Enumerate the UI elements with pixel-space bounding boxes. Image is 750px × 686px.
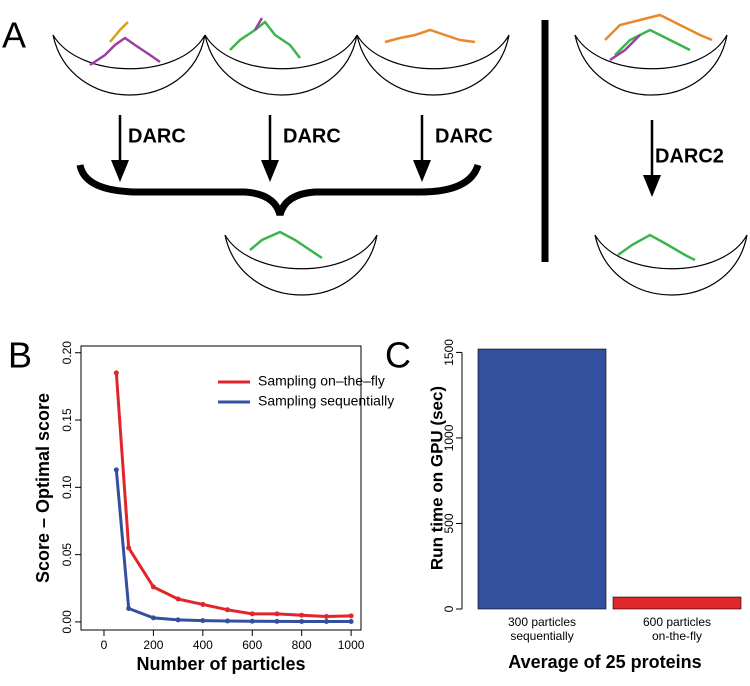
y-tick-label: 1500 xyxy=(442,339,456,366)
y-tick-label: 0.10 xyxy=(60,475,74,499)
plot-frame xyxy=(80,345,362,631)
point xyxy=(225,607,231,613)
panel-label: C xyxy=(385,335,411,376)
x-tick-label: 200 xyxy=(143,638,163,652)
point xyxy=(175,617,181,623)
arrow-label: DARC2 xyxy=(655,145,724,167)
line xyxy=(114,469,352,624)
point xyxy=(126,605,132,611)
panel-a xyxy=(52,13,748,296)
arrow xyxy=(118,115,654,185)
point xyxy=(299,619,305,625)
pocket xyxy=(52,34,206,96)
point xyxy=(274,618,280,624)
point xyxy=(175,596,181,602)
point xyxy=(150,615,156,621)
y-axis-label: Score – Optimal score xyxy=(33,393,53,583)
x-tick-label: 1000 xyxy=(338,638,365,652)
x-axis-label: Average of 25 proteins xyxy=(508,652,701,672)
pocket xyxy=(574,34,728,96)
panel-label: A xyxy=(2,15,26,56)
y-tick-label: 0.00 xyxy=(60,610,74,634)
y-tick-label: 500 xyxy=(442,513,456,533)
legend-label: Sampling sequentially xyxy=(258,393,394,409)
x-tick-label: 800 xyxy=(292,638,312,652)
point xyxy=(348,613,354,619)
point xyxy=(323,619,329,625)
x-tick-label: 0 xyxy=(101,638,108,652)
arrow-label: DARC xyxy=(283,125,341,147)
point xyxy=(113,370,119,376)
point xyxy=(200,618,206,624)
arrow-label: DARC xyxy=(435,125,493,147)
point xyxy=(323,614,329,620)
point xyxy=(200,601,206,607)
ligand xyxy=(89,13,713,262)
y-tick-label: 0.20 xyxy=(60,341,74,365)
point xyxy=(113,467,119,473)
line xyxy=(114,372,352,619)
pocket xyxy=(594,234,748,296)
y-tick-label: 0 xyxy=(442,605,456,612)
y-tick-label: 0.05 xyxy=(60,543,74,567)
y-axis-label: Run time on GPU (sec) xyxy=(427,386,446,570)
point xyxy=(274,611,280,617)
x-tick-label: 600 xyxy=(242,638,262,652)
y-tick-label: 0.15 xyxy=(60,408,74,432)
pocket xyxy=(356,34,510,96)
point xyxy=(126,545,132,551)
x-axis-label: Number of particles xyxy=(136,654,305,674)
bar xyxy=(612,596,742,610)
arrow-head xyxy=(111,160,661,197)
pocket xyxy=(224,234,378,296)
brace xyxy=(76,163,482,217)
bar xyxy=(477,348,607,610)
x-tick-label: 600 particles on-the-fly xyxy=(642,615,712,643)
pocket xyxy=(204,34,358,96)
point xyxy=(299,612,305,618)
x-tick-label: 400 xyxy=(193,638,213,652)
point xyxy=(225,618,231,624)
y-tick-label: 1000 xyxy=(442,424,456,451)
x-tick-label: 300 particles sequentially xyxy=(507,615,577,643)
panel-label: B xyxy=(8,335,32,376)
arrow-label: DARC xyxy=(128,125,186,147)
legend-label: Sampling on–the–fly xyxy=(258,373,385,389)
point xyxy=(348,619,354,625)
point xyxy=(249,611,255,617)
point xyxy=(249,618,255,624)
point xyxy=(150,584,156,590)
